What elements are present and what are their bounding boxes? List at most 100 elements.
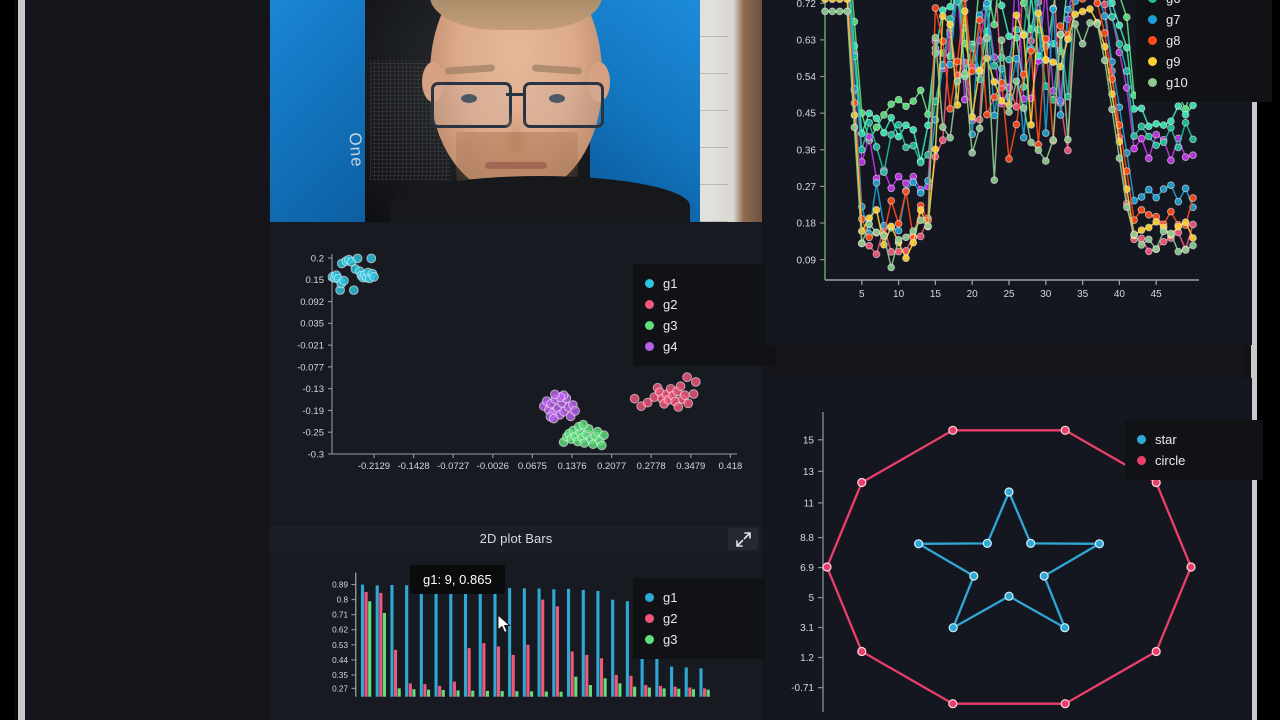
data-point[interactable] [828, 7, 837, 16]
data-point[interactable] [865, 233, 874, 242]
data-point[interactable] [629, 393, 640, 404]
data-point[interactable] [909, 141, 918, 150]
data-point[interactable] [1005, 155, 1013, 163]
data-point[interactable] [1144, 210, 1153, 219]
data-point[interactable] [1041, 55, 1050, 64]
data-point[interactable] [865, 241, 874, 250]
data-point[interactable] [1152, 245, 1161, 254]
bar[interactable] [500, 691, 504, 697]
data-point[interactable] [675, 381, 686, 392]
legend-item[interactable]: g3 [645, 629, 762, 650]
data-point[interactable] [1034, 146, 1043, 155]
data-point[interactable] [843, 0, 851, 4]
data-point[interactable] [1167, 117, 1175, 126]
data-point[interactable] [1012, 54, 1021, 63]
data-point[interactable] [1152, 193, 1161, 202]
data-point[interactable] [990, 78, 999, 86]
data-point[interactable] [1012, 11, 1021, 20]
data-point[interactable] [960, 7, 969, 15]
data-point[interactable] [969, 571, 979, 581]
data-point[interactable] [887, 184, 896, 193]
bar[interactable] [493, 585, 497, 697]
data-point[interactable] [1137, 134, 1146, 143]
data-point[interactable] [916, 206, 925, 214]
data-point[interactable] [1174, 102, 1183, 110]
data-point[interactable] [1159, 138, 1168, 147]
data-point[interactable] [1189, 151, 1197, 160]
bar[interactable] [408, 683, 412, 697]
data-point[interactable] [1012, 25, 1021, 34]
data-point[interactable] [1100, 12, 1109, 21]
data-point[interactable] [1005, 108, 1013, 116]
data-point[interactable] [1181, 218, 1190, 227]
data-point[interactable] [1189, 135, 1197, 144]
bar[interactable] [585, 654, 589, 697]
bar[interactable] [379, 592, 383, 697]
data-point[interactable] [953, 77, 962, 86]
data-point[interactable] [821, 0, 829, 4]
data-point[interactable] [946, 20, 954, 29]
bar[interactable] [467, 648, 471, 697]
bar[interactable] [456, 690, 460, 697]
data-point[interactable] [1049, 58, 1058, 67]
data-point[interactable] [948, 623, 958, 633]
data-point[interactable] [1159, 121, 1168, 129]
data-point[interactable] [835, 7, 844, 16]
data-point[interactable] [938, 136, 947, 144]
data-point[interactable] [1144, 132, 1153, 141]
data-point[interactable] [1144, 122, 1153, 131]
bar[interactable] [691, 689, 696, 697]
data-point[interactable] [916, 158, 925, 167]
data-point[interactable] [902, 143, 910, 152]
data-point[interactable] [1064, 5, 1072, 14]
data-point[interactable] [1189, 220, 1197, 229]
data-point[interactable] [938, 12, 947, 20]
data-point[interactable] [1041, 157, 1050, 165]
bar[interactable] [463, 585, 468, 697]
bar[interactable] [688, 687, 692, 697]
data-point[interactable] [857, 239, 866, 248]
data-point[interactable] [872, 250, 881, 259]
data-point[interactable] [1100, 29, 1109, 37]
bar[interactable] [600, 658, 604, 697]
data-point[interactable] [865, 220, 874, 228]
data-point[interactable] [1189, 194, 1197, 202]
data-point[interactable] [1130, 144, 1138, 153]
data-point[interactable] [887, 100, 896, 109]
data-point[interactable] [872, 179, 881, 187]
data-point[interactable] [1159, 185, 1168, 193]
data-point[interactable] [1094, 539, 1104, 549]
data-point[interactable] [990, 20, 999, 29]
legend-item[interactable]: g7 [1148, 9, 1258, 30]
data-point[interactable] [1108, 12, 1116, 21]
bar[interactable] [633, 686, 637, 697]
bar[interactable] [441, 690, 445, 697]
legend-item[interactable]: g1 [645, 587, 762, 608]
data-point[interactable] [1019, 104, 1028, 112]
data-point[interactable] [822, 562, 832, 572]
bar[interactable] [614, 674, 618, 697]
data-point[interactable] [902, 179, 910, 188]
bar[interactable] [703, 688, 707, 697]
data-point[interactable] [1181, 153, 1190, 161]
data-point[interactable] [1064, 146, 1072, 155]
data-point[interactable] [1189, 101, 1197, 110]
legend-item[interactable]: circle [1137, 450, 1249, 471]
bar[interactable] [699, 668, 703, 697]
data-point[interactable] [1167, 207, 1175, 216]
data-point[interactable] [1144, 247, 1153, 256]
bar[interactable] [596, 590, 600, 697]
bar[interactable] [570, 651, 574, 697]
data-point[interactable] [1122, 67, 1131, 75]
data-point[interactable] [990, 93, 999, 101]
data-point[interactable] [1159, 227, 1168, 236]
data-point[interactable] [1130, 132, 1138, 140]
bar[interactable] [511, 654, 515, 697]
bar[interactable] [394, 649, 398, 697]
bar[interactable] [618, 683, 622, 697]
data-point[interactable] [894, 235, 903, 244]
bar[interactable] [647, 687, 651, 697]
data-point[interactable] [1060, 425, 1070, 435]
legend-item[interactable]: g2 [645, 608, 762, 629]
data-point[interactable] [1012, 120, 1021, 129]
